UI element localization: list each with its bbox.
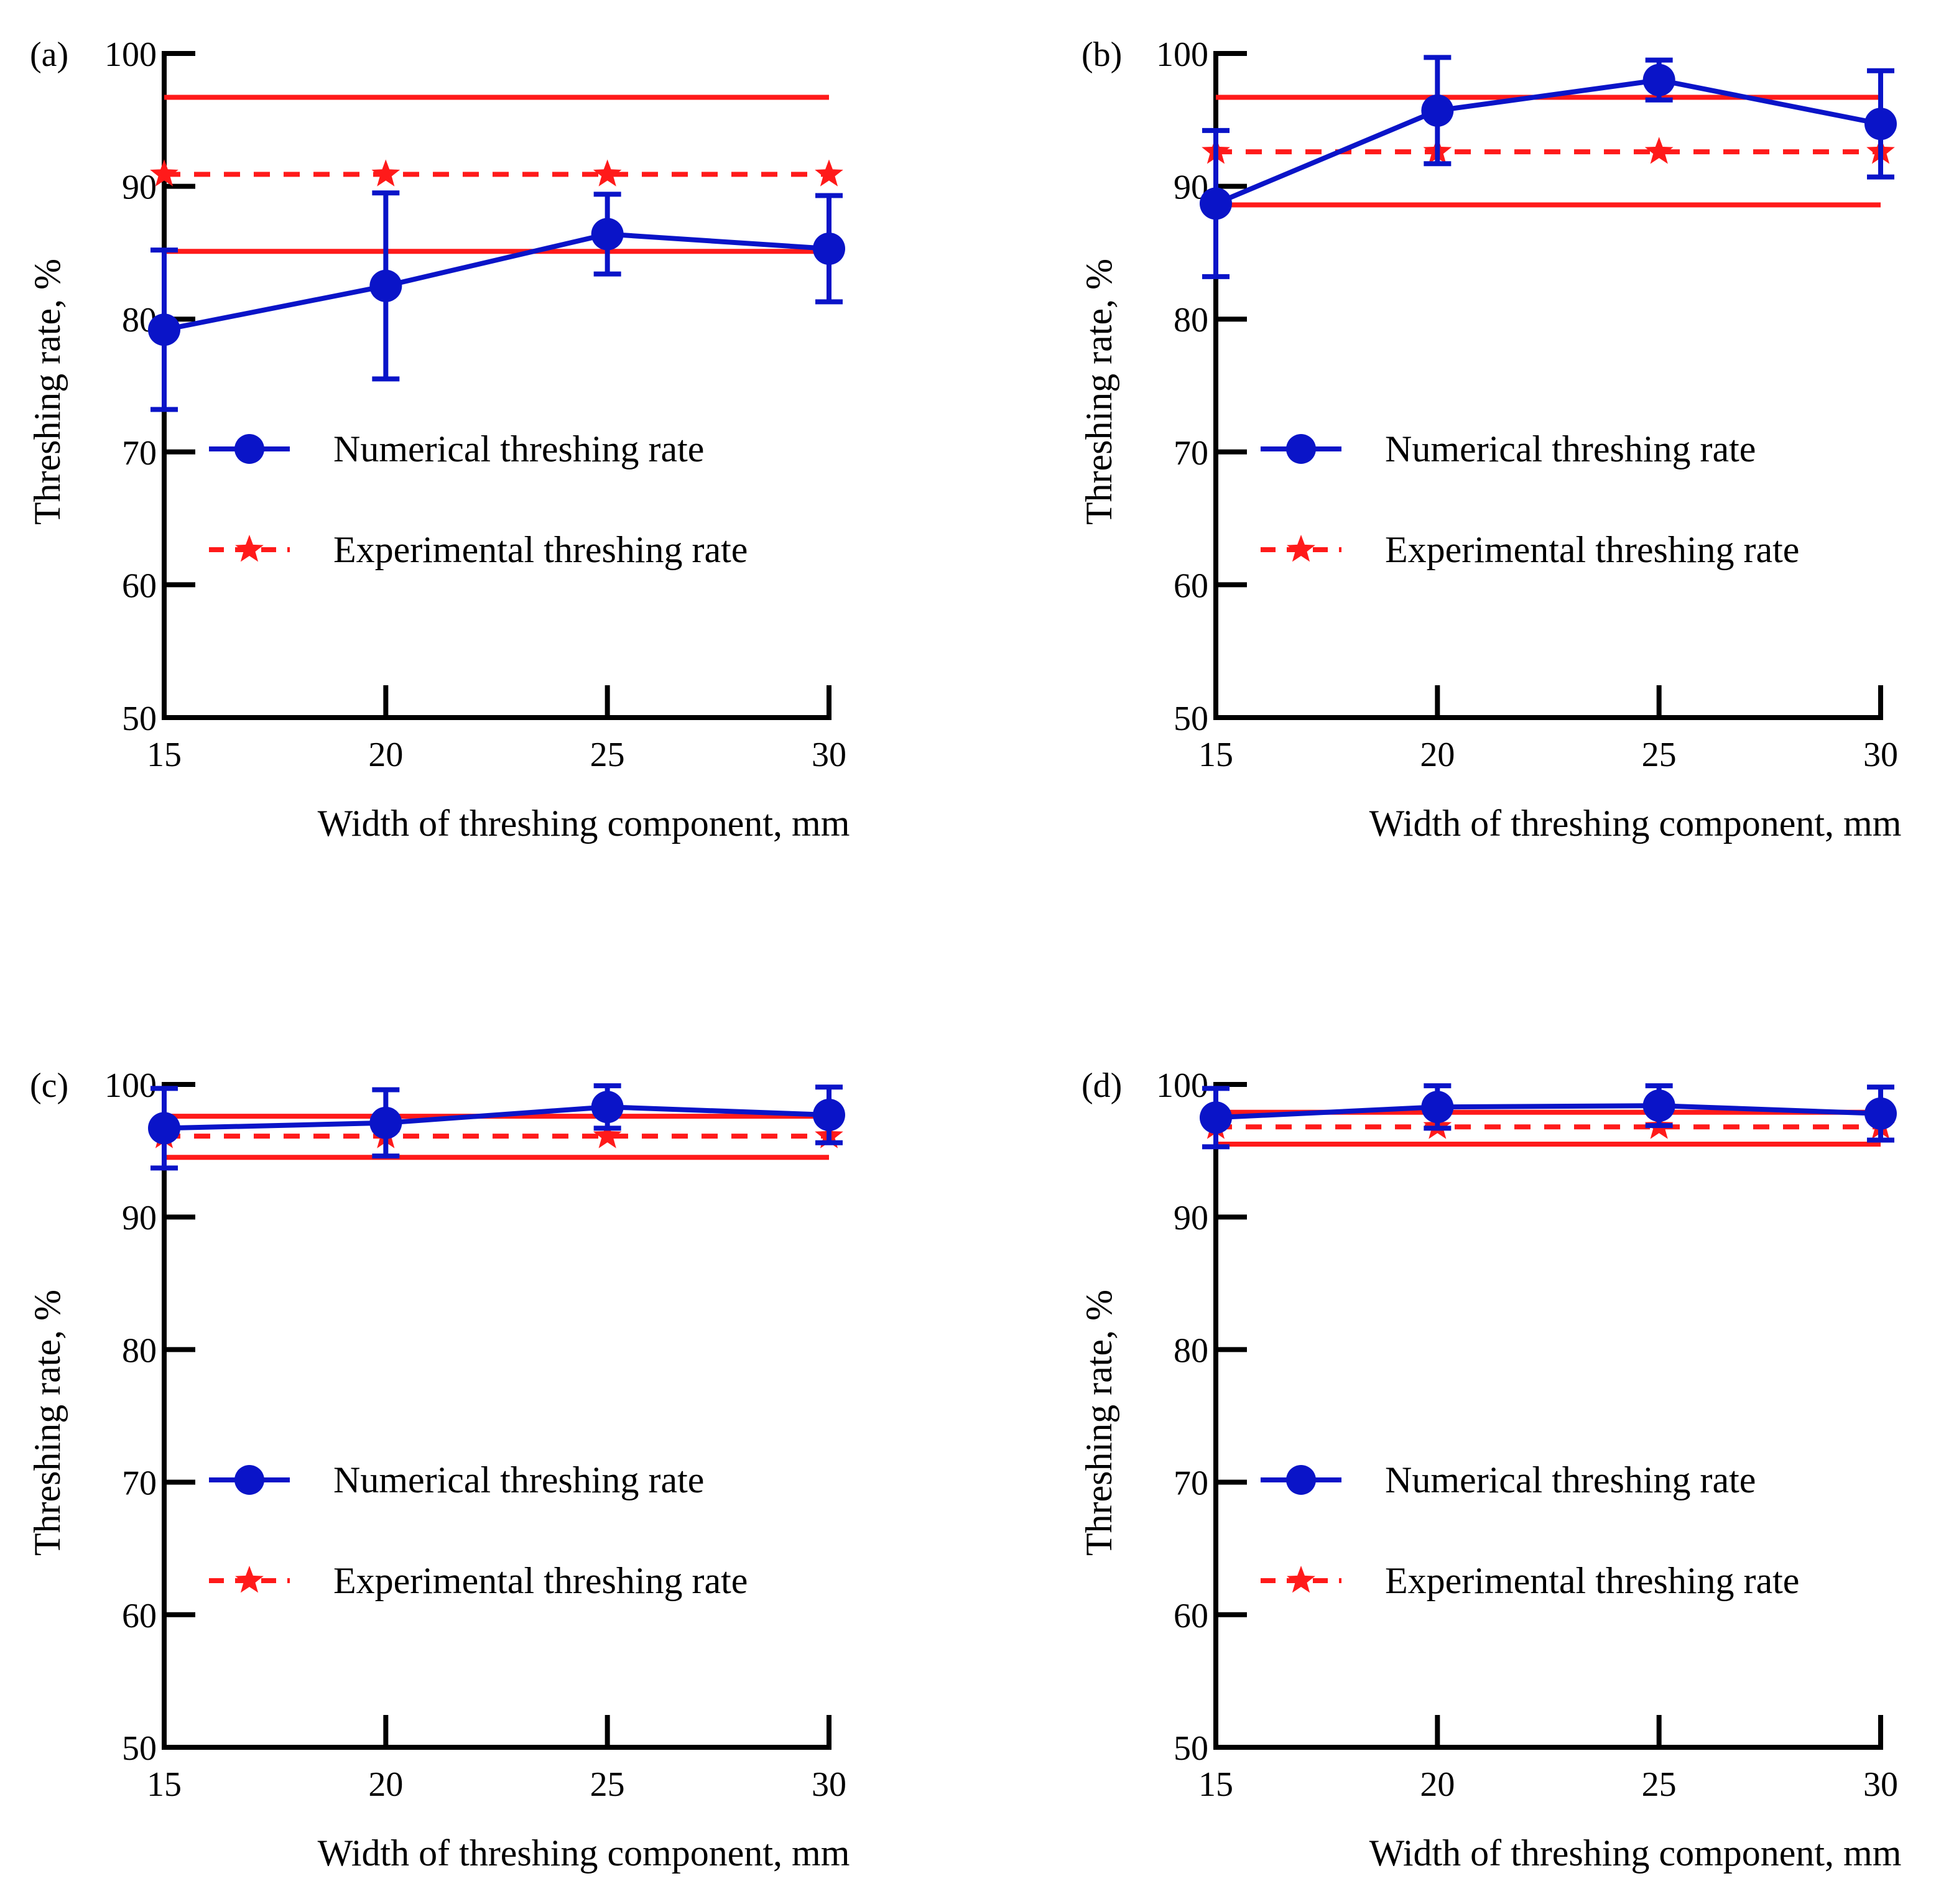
x-tick-label: 30 [812,736,846,774]
y-tick-label: 50 [1174,700,1208,738]
legend-experimental-label: Experimental threshing rate [1385,1560,1799,1601]
numerical-point [1642,1089,1675,1122]
y-tick-label: 70 [1174,1464,1208,1503]
x-tick-label: 30 [812,1765,846,1804]
legend-experimental-label: Experimental threshing rate [1385,529,1799,570]
x-tick-label: 20 [368,736,403,774]
y-axis-title: Threshing rate, % [27,259,68,525]
y-tick-label: 50 [122,1729,157,1768]
experimental-point [1644,137,1674,164]
numerical-point [148,313,180,346]
y-tick-label: 80 [1174,1331,1208,1370]
y-tick-label: 70 [122,1464,157,1503]
y-tick-label: 80 [122,1331,157,1370]
y-tick-label: 90 [122,1199,157,1237]
legend-numerical-marker [1286,434,1316,464]
numerical-point [813,1099,845,1132]
numerical-point [148,1112,180,1145]
y-tick-label: 100 [1156,1066,1208,1105]
y-tick-label: 70 [122,434,157,473]
y-tick-label: 100 [104,35,157,74]
x-tick-label: 25 [1642,1765,1677,1804]
y-tick-label: 80 [1174,301,1208,340]
experimental-point [371,159,401,187]
panel-label: (d) [1081,1066,1122,1105]
numerical-series-line [1215,1103,1881,1121]
legend-experimental-label: Experimental threshing rate [333,1560,748,1601]
legend-experimental-marker [235,535,264,562]
y-tick-label: 60 [122,566,157,605]
x-tick-label: 20 [1420,736,1455,774]
x-tick-label: 20 [1420,1765,1455,1804]
legend-experimental-label: Experimental threshing rate [333,529,748,570]
y-tick-label: 60 [1174,566,1208,605]
chart-panel-c: 50 60 70 80 90 100 15 20 25 30 (c) Width of threshi… [27,1066,850,1874]
x-tick-label: 25 [1642,736,1677,774]
legend-experimental-marker [1287,1566,1315,1593]
numerical-point [1864,1097,1897,1130]
experimental-point [593,159,622,187]
legend-experimental-marker [235,1566,264,1593]
x-tick-label: 25 [590,736,625,774]
legend-numerical-label: Numerical threshing rate [333,428,704,469]
y-tick-label: 90 [1174,1199,1208,1237]
x-axis-title: Width of threshing component, mm [318,803,850,844]
y-tick-label: 70 [1174,434,1208,473]
numerical-point [1421,1091,1454,1124]
x-tick-label: 20 [368,1765,403,1804]
numerical-point [369,269,402,302]
y-tick-label: 90 [122,169,157,207]
x-tick-label: 25 [590,1765,625,1804]
numerical-point [591,1091,624,1124]
panel-label: (c) [30,1066,68,1105]
legend-numerical-marker [234,434,264,464]
legend-numerical-marker [1286,1465,1316,1495]
numerical-point [591,218,624,251]
numerical-series-line [164,231,830,333]
numerical-point [1864,108,1897,141]
legend-experimental-marker [1287,535,1315,562]
y-axis-title: Threshing rate, % [27,1290,68,1556]
y-tick-label: 100 [1156,35,1208,74]
x-tick-label: 15 [147,1765,182,1804]
panel-label: (a) [30,35,68,74]
legend-numerical-marker [234,1465,264,1495]
y-axis-title: Threshing rate, % [1078,1290,1119,1556]
legend-numerical-label: Numerical threshing rate [333,1459,704,1500]
x-axis-title: Width of threshing component, mm [1369,803,1902,844]
x-tick-label: 15 [1198,736,1233,774]
y-tick-label: 100 [104,1066,157,1105]
numerical-series-line [1215,77,1881,206]
numerical-point [369,1106,402,1139]
numerical-point [1642,63,1675,96]
y-tick-label: 50 [122,700,157,738]
chart-panel-d: 50 60 70 80 90 100 15 20 25 30 (d) Width of threshi… [1078,1066,1901,1874]
x-tick-label: 15 [1198,1765,1233,1804]
x-axis-title: Width of threshing component, mm [1369,1832,1902,1874]
numerical-point [1421,94,1454,127]
y-tick-label: 60 [1174,1597,1208,1635]
x-tick-label: 30 [1863,736,1898,774]
panel-label: (b) [1081,35,1122,74]
legend-numerical-label: Numerical threshing rate [1385,428,1756,469]
experimental-point [593,1121,622,1148]
y-axis-title: Threshing rate, % [1078,259,1119,525]
y-tick-label: 50 [1174,1729,1208,1768]
x-axis-title: Width of threshing component, mm [318,1832,850,1874]
x-tick-label: 15 [147,736,182,774]
numerical-point [813,232,845,265]
experimental-point [815,159,843,187]
numerical-point [1200,1101,1232,1134]
numerical-series-line [164,1104,830,1131]
experimental-point [150,159,178,187]
legend-numerical-label: Numerical threshing rate [1385,1459,1756,1500]
x-tick-label: 30 [1863,1765,1898,1804]
y-tick-label: 60 [122,1597,157,1635]
numerical-point [1200,187,1232,220]
